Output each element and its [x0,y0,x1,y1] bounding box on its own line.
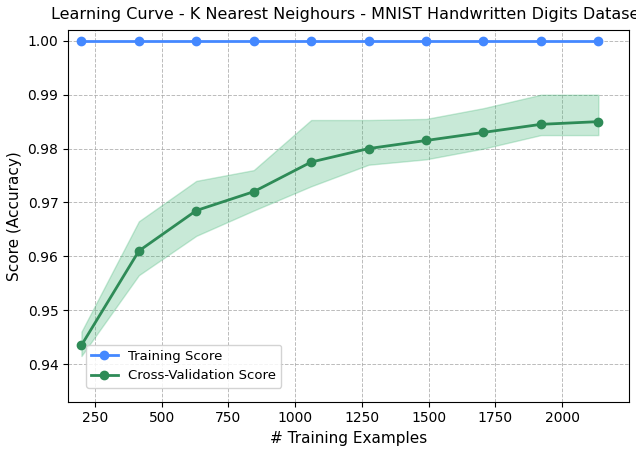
Training Score [537,38,544,43]
Cross-Validation Score [480,130,487,135]
Training Score [307,38,315,43]
Training Score [595,38,602,43]
Training Score [422,38,430,43]
Y-axis label: Score (Accuracy): Score (Accuracy) [7,151,22,281]
Cross-Validation Score [78,342,85,348]
X-axis label: # Training Examples: # Training Examples [270,431,427,446]
Line: Cross-Validation Score: Cross-Validation Score [78,117,602,349]
Cross-Validation Score [307,159,315,165]
Cross-Validation Score [537,121,544,127]
Cross-Validation Score [135,248,142,254]
Cross-Validation Score [193,208,200,213]
Training Score [193,38,200,43]
Cross-Validation Score [250,189,258,194]
Legend: Training Score, Cross-Validation Score: Training Score, Cross-Validation Score [86,345,281,388]
Cross-Validation Score [595,119,602,125]
Training Score [365,38,373,43]
Training Score [78,38,85,43]
Cross-Validation Score [365,146,373,151]
Line: Training Score: Training Score [78,37,602,45]
Training Score [135,38,142,43]
Title: Learning Curve - K Nearest Neighours - MNIST Handwritten Digits Dataset: Learning Curve - K Nearest Neighours - M… [52,7,636,22]
Cross-Validation Score [422,138,430,143]
Training Score [250,38,258,43]
Training Score [480,38,487,43]
